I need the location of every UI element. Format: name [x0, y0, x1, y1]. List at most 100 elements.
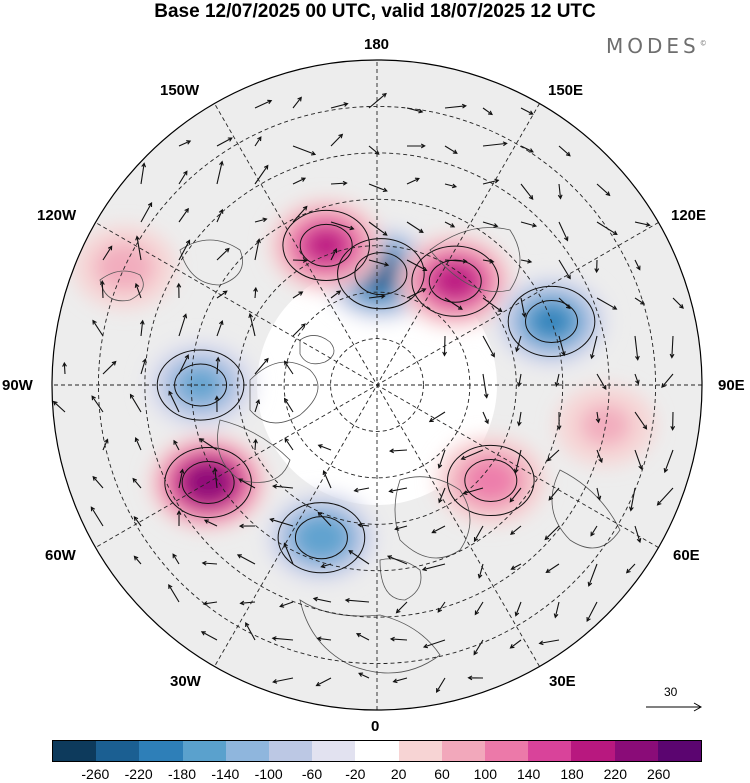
wind-arrow [133, 555, 142, 565]
wind-arrow [596, 297, 618, 310]
wind-arrow [216, 319, 224, 337]
wind-arrow [216, 247, 230, 261]
wind-arrow [330, 133, 344, 147]
wind-arrow [477, 563, 484, 579]
wind-arrow [102, 360, 117, 375]
wind-arrow [558, 145, 571, 157]
wind-arrow [473, 639, 484, 656]
wind-arrow [292, 177, 307, 185]
wind-arrow [254, 136, 262, 147]
wind-arrow [245, 621, 256, 641]
wind-arrow [422, 639, 446, 649]
wind-arrow [200, 631, 218, 641]
wind-arrow [516, 411, 522, 427]
anomaly-shading [434, 263, 477, 299]
wind-arrow [140, 201, 153, 223]
anomaly-contour [277, 502, 366, 574]
wind-arrow [634, 411, 648, 430]
wind-arrow [52, 400, 66, 413]
colorbar-tick-label: -180 [167, 766, 197, 782]
wind-arrow [178, 239, 191, 261]
anomaly-contour [507, 285, 596, 358]
colorbar-tick-label: 100 [473, 766, 498, 782]
wind-arrow [292, 145, 317, 156]
wind-arrow [140, 162, 147, 185]
wind-arrow [317, 444, 332, 451]
wind-arrow [139, 319, 145, 337]
wind-arrow [238, 523, 256, 529]
wind-arrow [509, 639, 522, 649]
wind-arrow [406, 288, 427, 299]
colorbar-tick-label: 180 [560, 766, 584, 782]
wind-arrow [634, 335, 640, 361]
wind-arrow [482, 373, 489, 399]
wind-arrow [406, 259, 428, 272]
wind-arrow [482, 141, 508, 147]
wind-arrow [129, 393, 142, 413]
wind-arrow [322, 469, 332, 489]
label-150w: 150W [160, 82, 200, 99]
colorbar-tick-label: 220 [603, 766, 628, 782]
wind-arrow [132, 477, 142, 489]
anomaly-contour [354, 252, 408, 296]
wind-arrow [176, 510, 182, 527]
wind-arrow [558, 259, 571, 280]
wind-arrow [482, 107, 493, 116]
anomaly-shading [307, 230, 346, 261]
wind-arrow [544, 525, 560, 541]
wind-arrow [513, 449, 522, 474]
wind-arrow [216, 208, 224, 223]
wind-arrow [330, 102, 349, 109]
colorbar-segment [96, 741, 140, 761]
wind-arrow [178, 354, 189, 375]
wind-arrow [520, 183, 534, 200]
label-0: 0 [371, 718, 380, 735]
wind-arrow [558, 335, 566, 357]
wind-arrow [272, 677, 294, 684]
wind-arrow [178, 313, 188, 337]
wind-arrow [62, 361, 67, 375]
anomaly-contour [282, 209, 370, 281]
wind-arrow [254, 399, 261, 413]
wind-arrow [92, 475, 104, 489]
colorbar-tick-label: -20 [345, 766, 366, 782]
colorbar-tick-label: 20 [390, 766, 407, 782]
colorbar-segment [312, 741, 356, 761]
wind-arrow [510, 563, 522, 570]
wind-arrow [515, 335, 522, 353]
wind-arrow [199, 438, 218, 451]
wind-arrow [178, 140, 192, 147]
anomaly-shading [294, 516, 349, 560]
wind-arrow [670, 411, 676, 431]
modes-logo: MODES© [606, 34, 707, 58]
colorbar-segment [355, 741, 399, 761]
label-180: 180 [364, 36, 390, 53]
wind-arrow [389, 636, 408, 642]
wind-arrow [201, 560, 218, 566]
latitude-circle [190, 198, 564, 572]
wind-arrow [590, 335, 598, 360]
wind-arrow [214, 395, 220, 413]
wind-arrow [406, 177, 420, 185]
wind-arrow [510, 525, 522, 535]
map-border [51, 59, 703, 711]
wind-arrow [133, 516, 142, 527]
colorbar-segment [614, 741, 658, 761]
wind-arrow [435, 677, 446, 693]
wind-arrow [520, 221, 538, 228]
wind-vectors [52, 92, 684, 693]
colorbar-tick-label: -140 [211, 766, 240, 782]
wind-arrow [444, 103, 467, 109]
label-120w: 120W [37, 207, 77, 224]
anomaly-contour [337, 238, 425, 310]
wind-arrow [173, 439, 180, 451]
wind-arrow [176, 282, 182, 299]
wind-arrow [460, 449, 484, 461]
wind-arrow [467, 675, 484, 681]
wind-arrow [355, 633, 370, 641]
wind-arrow [92, 319, 104, 337]
wind-arrow [634, 259, 641, 271]
wind-arrow [596, 183, 611, 197]
wind-arrow [663, 449, 674, 474]
wind-arrow [284, 437, 294, 451]
